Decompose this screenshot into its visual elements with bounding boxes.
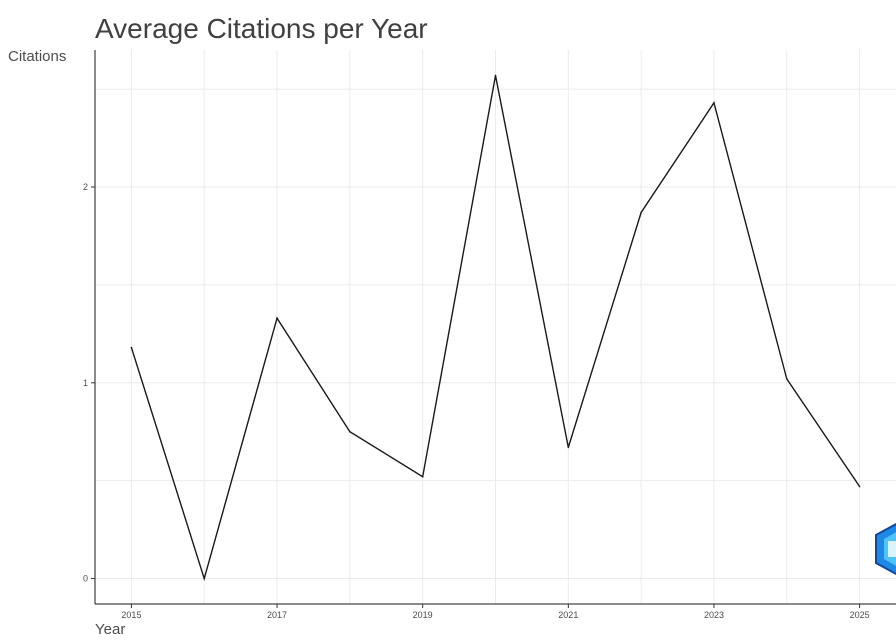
x-tick-label: 2021 (558, 610, 578, 620)
tick-labels: 2015 2017 2019 2021 2023 2025 0 1 2 (83, 182, 870, 620)
y-tick-label: 0 (83, 574, 88, 584)
data-point (203, 577, 206, 580)
data-point (349, 430, 351, 433)
data-point (276, 317, 278, 319)
series-layer (130, 74, 861, 582)
logo-icon (875, 522, 896, 576)
x-axis-title: Year (95, 621, 125, 637)
data-point (130, 346, 133, 349)
data-point (713, 102, 715, 104)
x-tick-label: 2019 (413, 610, 433, 620)
x-tick-label: 2017 (267, 610, 287, 620)
data-point (858, 485, 861, 488)
x-tick-label: 2023 (704, 610, 724, 620)
y-tick-label: 1 (83, 378, 88, 388)
data-point (567, 446, 570, 449)
chart-title: Average Citations per Year (95, 13, 428, 44)
data-point (494, 74, 497, 77)
gridlines (95, 50, 896, 604)
axes (94, 50, 896, 605)
y-tick-label: 2 (83, 182, 88, 192)
y-axis-title: Citations (8, 48, 66, 65)
data-point (421, 475, 424, 478)
x-tick-label: 2025 (850, 610, 870, 620)
x-tick-label: 2015 (121, 610, 141, 620)
data-point (640, 211, 642, 214)
data-point (785, 378, 788, 380)
